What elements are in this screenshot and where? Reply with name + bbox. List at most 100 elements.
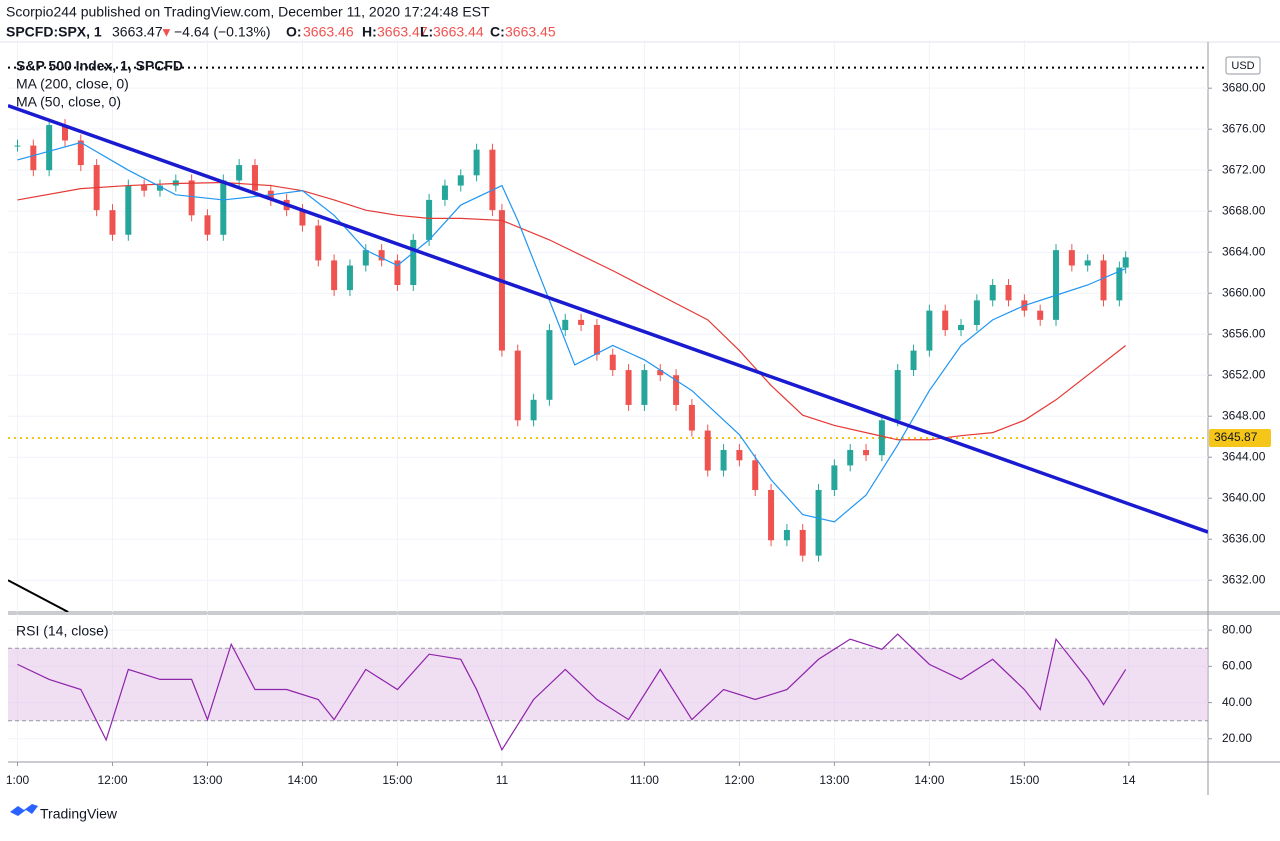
x-tick-label: 11:00	[630, 773, 659, 787]
rsi-band	[8, 648, 1208, 721]
legend-entry: MA (50, close, 0)	[16, 94, 121, 110]
x-tick-label: 13:00	[819, 773, 849, 787]
byline: Scorpio244 published on TradingView.com,…	[6, 4, 490, 20]
y-tick-label: 3640.00	[1222, 490, 1266, 504]
candle	[989, 284, 996, 301]
candle	[768, 490, 775, 541]
candle	[315, 225, 322, 261]
x-tick-label: 12:00	[97, 773, 127, 787]
candle	[204, 215, 211, 235]
x-tick-label: 15:00	[382, 773, 412, 787]
candle	[220, 180, 227, 235]
candle	[457, 175, 464, 186]
currency: USD	[1231, 60, 1254, 72]
c-label: C:	[490, 24, 505, 40]
x-tick-label: 14:00	[914, 773, 944, 787]
candle	[878, 420, 885, 456]
candle	[736, 450, 743, 461]
y-tick-label: 3652.00	[1222, 367, 1266, 381]
candle	[141, 185, 148, 191]
candle	[1084, 260, 1091, 266]
candle	[514, 350, 521, 421]
candle	[473, 149, 480, 176]
candle	[593, 324, 600, 355]
candle	[910, 350, 917, 371]
candle	[704, 430, 711, 471]
rsi-line	[17, 633, 1127, 752]
x-tick-label: 12:00	[724, 773, 754, 787]
price-label: 3645.87	[1214, 430, 1258, 444]
y-tick-label: 3632.00	[1222, 572, 1266, 586]
candle	[625, 370, 632, 405]
change: −4.64 (−0.13%)	[174, 24, 271, 40]
x-tick-label: 14:00	[287, 773, 317, 787]
legend: S&P 500 Index, 1, SPCFD MA (200, close, 0…	[16, 58, 183, 110]
candle	[188, 180, 195, 216]
candle	[410, 239, 417, 285]
legend-entry: S&P 500 Index, 1, SPCFD	[16, 58, 183, 74]
candle	[346, 265, 353, 291]
candle	[394, 260, 401, 285]
candle	[926, 310, 933, 351]
candle	[251, 165, 258, 191]
moving-average	[17, 181, 1127, 441]
candle	[77, 140, 84, 166]
candle	[1037, 310, 1044, 320]
candle	[1116, 267, 1123, 301]
last: 3663.47	[112, 24, 163, 40]
moving-average	[17, 141, 1126, 523]
candle	[1005, 284, 1012, 301]
candle	[299, 210, 306, 226]
legend-entry: RSI (14, close)	[16, 623, 109, 639]
candle	[657, 370, 664, 376]
candle	[847, 450, 854, 466]
y-tick-label: 3672.00	[1222, 162, 1266, 176]
candle	[331, 260, 338, 291]
candle	[378, 250, 385, 261]
candle	[815, 490, 822, 556]
candle	[61, 125, 68, 141]
candle	[609, 354, 616, 371]
symbol: SPCFD:SPX, 1	[6, 24, 102, 40]
y-tick-label: 60.00	[1222, 659, 1252, 673]
o-value: 3663.46	[303, 24, 354, 40]
candle	[958, 324, 965, 331]
candle	[942, 310, 949, 331]
y-tick-label: 3644.00	[1222, 449, 1266, 463]
candle	[562, 319, 569, 331]
y-tick-label: 3648.00	[1222, 408, 1266, 422]
currency-badge	[1225, 56, 1261, 75]
candle	[799, 529, 806, 556]
candle	[894, 370, 901, 421]
candle	[489, 149, 496, 211]
l-value: 3663.44	[433, 24, 484, 40]
x-tick-label: 14	[1122, 773, 1136, 787]
x-tick-label: 11	[496, 773, 509, 787]
candle	[752, 460, 759, 491]
candle	[578, 319, 585, 325]
candle	[720, 450, 727, 471]
x-tick-label: 1:00	[6, 773, 30, 787]
l-label: L:	[420, 24, 433, 40]
y-tick-label: 3668.00	[1222, 203, 1266, 217]
plot	[8, 66, 1208, 612]
y-tick-label: 80.00	[1222, 622, 1252, 636]
candle	[673, 375, 680, 405]
x-tick-label: 15:00	[1009, 773, 1039, 787]
price-label-box	[1209, 429, 1271, 448]
y-tick-label: 20.00	[1222, 731, 1252, 745]
y-tick-label: 3676.00	[1222, 121, 1266, 135]
h-value: 3663.47	[377, 24, 428, 40]
price-panel: 3632.00 3636.00 3640.00 3644.00 3648.00 3652.…	[8, 40, 1271, 612]
candle	[1053, 250, 1060, 320]
c-value: 3663.45	[505, 24, 556, 40]
candle	[1068, 250, 1075, 266]
o-label: O:	[286, 24, 302, 40]
candle	[641, 370, 648, 405]
candle	[783, 529, 790, 541]
legend-entry: MA (200, close, 0)	[16, 76, 129, 92]
candle	[973, 300, 980, 325]
candle	[863, 450, 870, 456]
candle	[46, 125, 53, 171]
